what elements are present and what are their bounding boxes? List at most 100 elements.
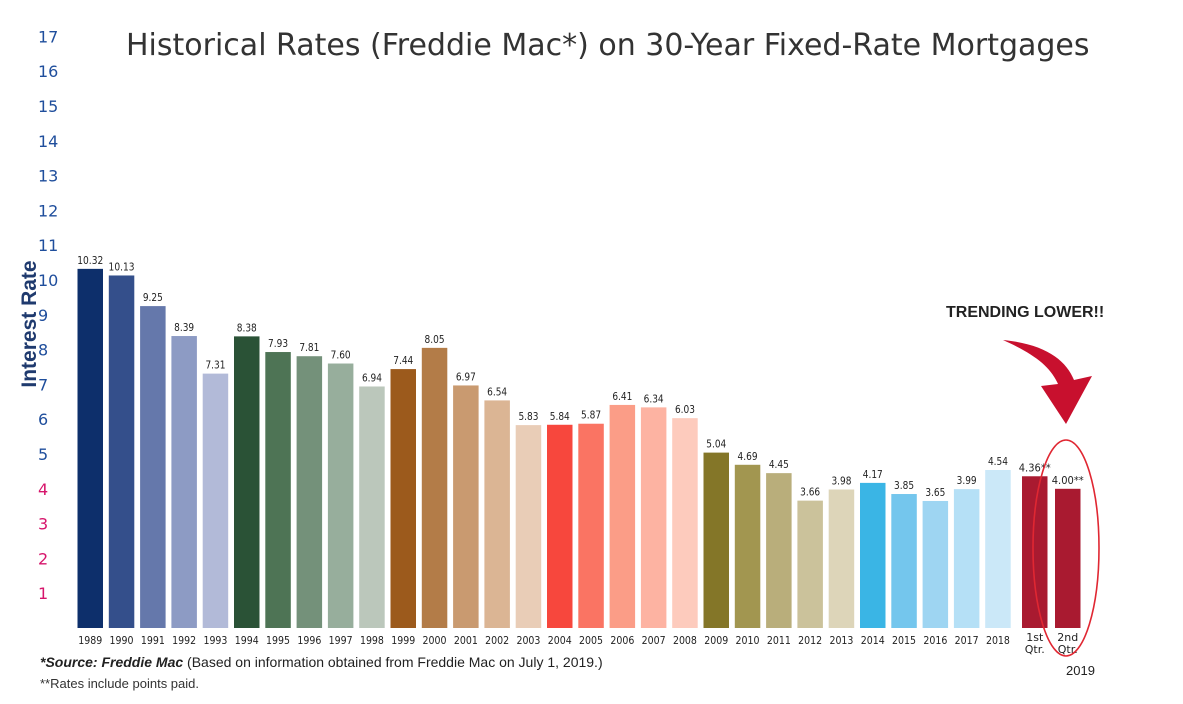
bar bbox=[108, 275, 135, 628]
bar bbox=[234, 336, 260, 628]
y-tick-label: 14 bbox=[38, 132, 58, 151]
bar bbox=[390, 369, 416, 628]
bar bbox=[1022, 476, 1048, 628]
y-tick-label: 4 bbox=[38, 480, 48, 499]
x-tick-label: 1st bbox=[1026, 631, 1044, 644]
bar bbox=[327, 363, 354, 628]
source-label: *Source: Freddie Mac bbox=[40, 654, 184, 670]
value-label: 3.65 bbox=[925, 486, 945, 499]
x-tick-label: 1995 bbox=[266, 634, 290, 647]
x-tick-label: Qtr. bbox=[1058, 643, 1078, 656]
bar bbox=[703, 452, 729, 628]
y-tick-label: 11 bbox=[38, 236, 58, 255]
value-label: 7.81 bbox=[299, 341, 319, 354]
value-label: 3.66 bbox=[800, 486, 820, 499]
highlight-circle bbox=[1032, 439, 1100, 657]
x-tick-label: 2012 bbox=[798, 634, 822, 647]
x-tick-label: 1989 bbox=[78, 634, 102, 647]
y-tick-label: 17 bbox=[38, 27, 58, 46]
x-tick-label: 2009 bbox=[704, 634, 728, 647]
value-label: 5.83 bbox=[518, 410, 538, 423]
bar bbox=[985, 470, 1011, 628]
value-label: 6.97 bbox=[456, 370, 476, 383]
x-tick-label: 2001 bbox=[454, 634, 478, 647]
value-label: 6.94 bbox=[362, 371, 382, 384]
x-tick-label: 2000 bbox=[423, 634, 447, 647]
value-label: 4.17 bbox=[863, 468, 883, 481]
bar bbox=[766, 473, 792, 628]
trending-lower-annotation: TRENDING LOWER!! bbox=[946, 304, 1105, 321]
y-tick-label: 8 bbox=[38, 341, 48, 360]
x-tick-label: 1998 bbox=[360, 634, 384, 647]
value-label: 4.00** bbox=[1052, 474, 1084, 487]
bar bbox=[578, 423, 604, 628]
bar bbox=[140, 306, 166, 628]
bar bbox=[202, 373, 229, 628]
value-label: 4.45 bbox=[769, 458, 789, 471]
bar bbox=[672, 418, 698, 628]
bar bbox=[171, 336, 197, 628]
x-tick-label: 2018 bbox=[986, 634, 1010, 647]
chart-title: Historical Rates (Freddie Mac*) on 30-Ye… bbox=[126, 28, 1090, 63]
value-label: 6.54 bbox=[487, 385, 507, 398]
value-label: 5.84 bbox=[550, 410, 570, 423]
x-tick-label: 2002 bbox=[485, 634, 509, 647]
source-text: (Based on information obtained from Fred… bbox=[183, 654, 603, 670]
x-axis-labels: 1989 1990 1991 1992 1993 1994 1995 1996 1997 1998… bbox=[78, 631, 1078, 656]
bar bbox=[640, 407, 667, 628]
x-tick-label: 1993 bbox=[203, 634, 227, 647]
y-axis-label: Interest Rate bbox=[18, 260, 41, 388]
y-tick-label: 13 bbox=[38, 167, 58, 186]
value-label: 3.98 bbox=[831, 474, 851, 487]
value-label: 3.99 bbox=[957, 474, 977, 487]
bar bbox=[1055, 488, 1081, 628]
bar bbox=[922, 500, 949, 628]
bar bbox=[609, 404, 636, 628]
bar bbox=[891, 494, 917, 628]
x-tick-label: 1992 bbox=[172, 634, 196, 647]
y-tick-label: 10 bbox=[38, 271, 58, 290]
x-tick-label: Qtr. bbox=[1025, 643, 1045, 656]
y-tick-label: 2 bbox=[38, 549, 48, 568]
value-label: 10.32 bbox=[77, 254, 103, 267]
x-tick-label: 2008 bbox=[673, 634, 697, 647]
value-label: 4.69 bbox=[738, 450, 758, 463]
value-label: 3.85 bbox=[894, 479, 914, 492]
group-label-2019: 2019 bbox=[1066, 663, 1095, 678]
value-label: 7.93 bbox=[268, 337, 288, 350]
bar bbox=[860, 482, 886, 628]
y-tick-label: 12 bbox=[38, 201, 58, 220]
x-tick-label: 1997 bbox=[329, 634, 353, 647]
y-tick-label: 1 bbox=[38, 584, 48, 603]
x-tick-label: 2013 bbox=[829, 634, 853, 647]
x-tick-label: 1990 bbox=[110, 634, 134, 647]
y-tick-label: 16 bbox=[38, 62, 58, 81]
bars bbox=[77, 268, 1081, 628]
bar bbox=[421, 347, 448, 628]
bar bbox=[953, 489, 980, 628]
x-tick-label: 2005 bbox=[579, 634, 603, 647]
value-label: 5.87 bbox=[581, 409, 601, 422]
value-label: 9.25 bbox=[143, 291, 163, 304]
bar bbox=[734, 464, 761, 628]
x-tick-label: 2003 bbox=[516, 634, 540, 647]
x-tick-label: 2010 bbox=[736, 634, 760, 647]
x-tick-label: 2017 bbox=[955, 634, 979, 647]
bar bbox=[828, 489, 855, 628]
x-tick-label: 2006 bbox=[610, 634, 634, 647]
y-tick-label: 15 bbox=[38, 97, 58, 116]
x-tick-label: 1991 bbox=[141, 634, 165, 647]
bar bbox=[547, 424, 573, 628]
x-tick-label: 2nd bbox=[1057, 631, 1078, 644]
bar bbox=[797, 500, 823, 628]
x-tick-label: 2016 bbox=[923, 634, 947, 647]
bar bbox=[265, 352, 291, 628]
y-tick-label: 5 bbox=[38, 445, 48, 464]
value-label: 6.41 bbox=[612, 390, 632, 403]
bar bbox=[515, 425, 542, 628]
x-tick-label: 1996 bbox=[297, 634, 321, 647]
bar bbox=[296, 356, 323, 628]
value-label: 7.44 bbox=[393, 354, 413, 367]
bar bbox=[453, 385, 479, 628]
